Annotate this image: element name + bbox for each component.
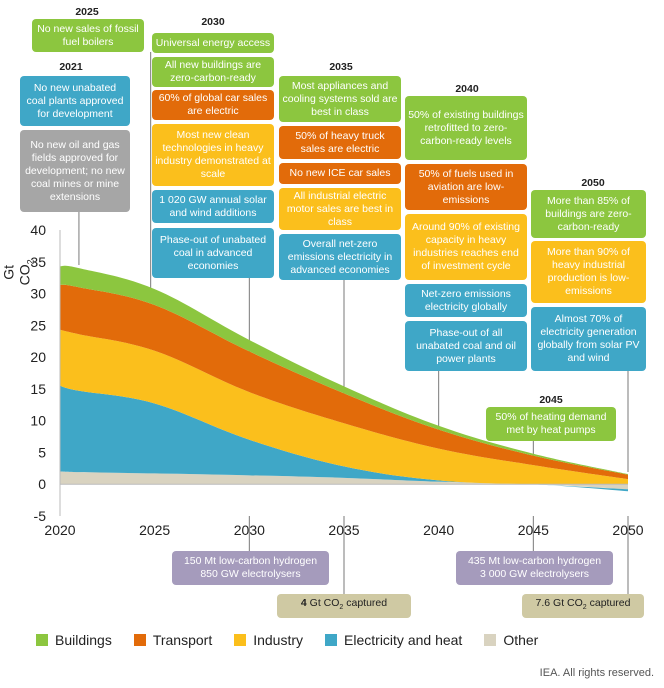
year-2025: 2025 bbox=[75, 6, 99, 18]
milestone-no-ice-cars: No new ICE car sales bbox=[279, 163, 401, 184]
hydrogen-2045: 435 Mt low-carbon hydrogen 3 000 GW elect… bbox=[456, 551, 613, 585]
milestone-netzero-global: Net-zero emissions electricity globally bbox=[405, 284, 527, 317]
y-tick-label: 35 bbox=[30, 254, 46, 270]
milestone-fossil-boilers: No new sales of fossil fuel boilers bbox=[32, 19, 144, 52]
area-buildings bbox=[60, 265, 628, 475]
milestone-appliances: Most appliances and cooling systems sold… bbox=[279, 76, 401, 122]
year-2045: 2045 bbox=[539, 394, 563, 406]
legend-swatch bbox=[234, 634, 247, 646]
legend-item-other: Other bbox=[484, 632, 538, 648]
legend-swatch bbox=[484, 634, 497, 646]
y-axis-label: Gt CO2 bbox=[0, 259, 36, 286]
year-2040: 2040 bbox=[455, 83, 479, 95]
legend-item-electricity-heat: Electricity and heat bbox=[325, 632, 462, 648]
x-tick-label: 2050 bbox=[612, 522, 643, 538]
year-2021: 2021 bbox=[59, 61, 83, 73]
area-industry bbox=[60, 329, 628, 485]
milestone-industrial-motors: All industrial electric motor sales are … bbox=[279, 188, 401, 230]
legend: Buildings Transport Industry Electricity… bbox=[36, 632, 560, 648]
area-transport bbox=[60, 284, 628, 480]
credit: IEA. All rights reserved. bbox=[539, 667, 654, 679]
y-tick-label: 25 bbox=[30, 317, 46, 333]
milestone-solar-wind-additions: 1 020 GW annual solar and wind additions bbox=[152, 190, 274, 223]
milestone-no-oil-gas-fields: No new oil and gas fields approved for d… bbox=[20, 130, 130, 212]
legend-swatch bbox=[325, 634, 338, 646]
milestone-buildings-retrofit: 50% of existing buildings retrofitted to… bbox=[405, 96, 527, 160]
y-tick-label: 20 bbox=[30, 349, 46, 365]
milestone-coal-phaseout-advanced: Phase-out of unabated coal in advanced e… bbox=[152, 228, 274, 278]
milestone-no-coal-plants: No new unabated coal plants approved for… bbox=[20, 76, 130, 126]
milestone-aviation-fuels: 50% of fuels used in aviation are low-em… bbox=[405, 164, 527, 210]
milestone-zero-carbon-buildings: All new buildings are zero-carbon-ready bbox=[152, 57, 274, 87]
milestone-netzero-advanced: Overall net-zero emissions electricity i… bbox=[279, 234, 401, 280]
milestone-heavy-truck: 50% of heavy truck sales are electric bbox=[279, 126, 401, 159]
x-tick-label: 2025 bbox=[139, 522, 170, 538]
x-tick-label: 2035 bbox=[328, 522, 359, 538]
legend-item-transport: Transport bbox=[133, 632, 212, 648]
legend-swatch bbox=[133, 634, 146, 646]
year-2050: 2050 bbox=[581, 177, 605, 189]
milestone-buildings-2050: More than 85% of buildings are zero-carb… bbox=[531, 190, 646, 238]
area-other bbox=[60, 471, 628, 490]
x-tick-label: 2030 bbox=[234, 522, 265, 538]
milestone-industry-2050: More than 90% of heavy industrial produc… bbox=[531, 241, 646, 303]
milestone-car-sales-electric: 60% of global car sales are electric bbox=[152, 90, 274, 120]
co2-captured-2035: 4 Gt CO2 captured bbox=[277, 594, 411, 618]
legend-item-buildings: Buildings bbox=[36, 632, 112, 648]
y-tick-label: 0 bbox=[38, 476, 46, 492]
milestone-heat-pumps: 50% of heating demand met by heat pumps bbox=[486, 407, 616, 441]
x-tick-label: 2020 bbox=[44, 522, 75, 538]
year-2035: 2035 bbox=[329, 61, 353, 73]
area-electricity-and-heat bbox=[60, 385, 628, 492]
co2-captured-2050: 7.6 Gt CO2 captured bbox=[522, 594, 644, 618]
year-2030: 2030 bbox=[201, 16, 225, 28]
legend-item-industry: Industry bbox=[234, 632, 303, 648]
x-tick-label: 2040 bbox=[423, 522, 454, 538]
x-tick-label: 2045 bbox=[518, 522, 549, 538]
hydrogen-2030: 150 Mt low-carbon hydrogen 850 GW electro… bbox=[172, 551, 329, 585]
y-tick-label: -5 bbox=[34, 508, 47, 524]
y-tick-label: 5 bbox=[38, 444, 46, 460]
milestone-energy-access: Universal energy access bbox=[152, 33, 274, 53]
y-tick-label: 15 bbox=[30, 381, 46, 397]
milestone-industry-investment-cycle: Around 90% of existing capacity in heavy… bbox=[405, 214, 527, 280]
y-tick-label: 30 bbox=[30, 286, 46, 302]
milestone-coal-oil-phaseout: Phase-out of all unabated coal and oil p… bbox=[405, 321, 527, 371]
y-tick-label: 10 bbox=[30, 413, 46, 429]
legend-swatch bbox=[36, 634, 48, 646]
y-tick-label: 40 bbox=[30, 222, 46, 238]
milestone-solar-wind-2050: Almost 70% of electricity generation glo… bbox=[531, 307, 646, 371]
milestone-clean-tech-industry: Most new clean technologies in heavy ind… bbox=[152, 124, 274, 186]
